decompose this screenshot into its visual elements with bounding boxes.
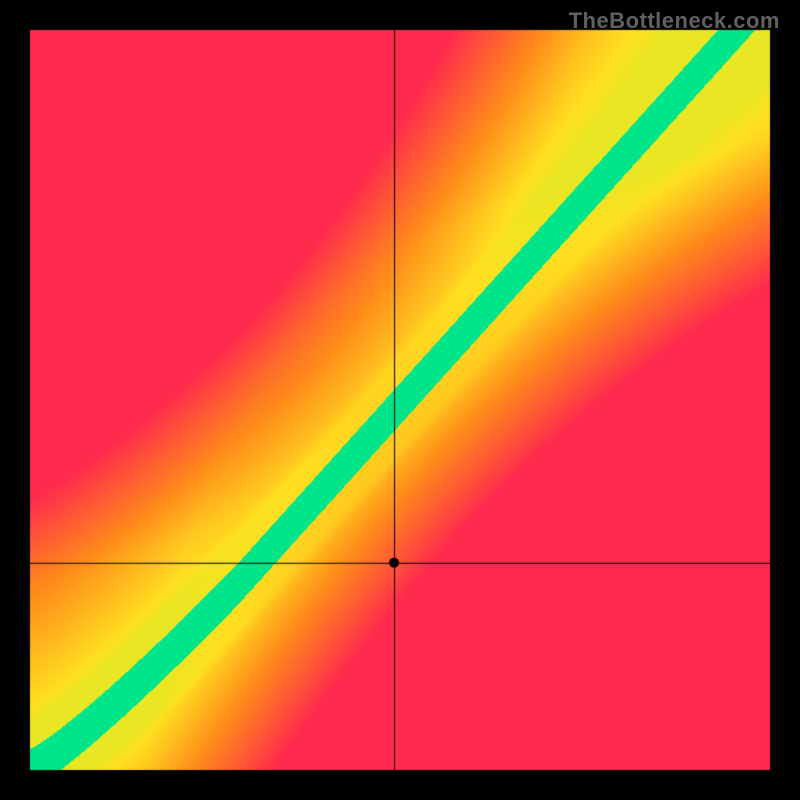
chart-container: TheBottleneck.com: [0, 0, 800, 800]
watermark-text: TheBottleneck.com: [569, 8, 780, 34]
heatmap-canvas: [0, 0, 800, 800]
